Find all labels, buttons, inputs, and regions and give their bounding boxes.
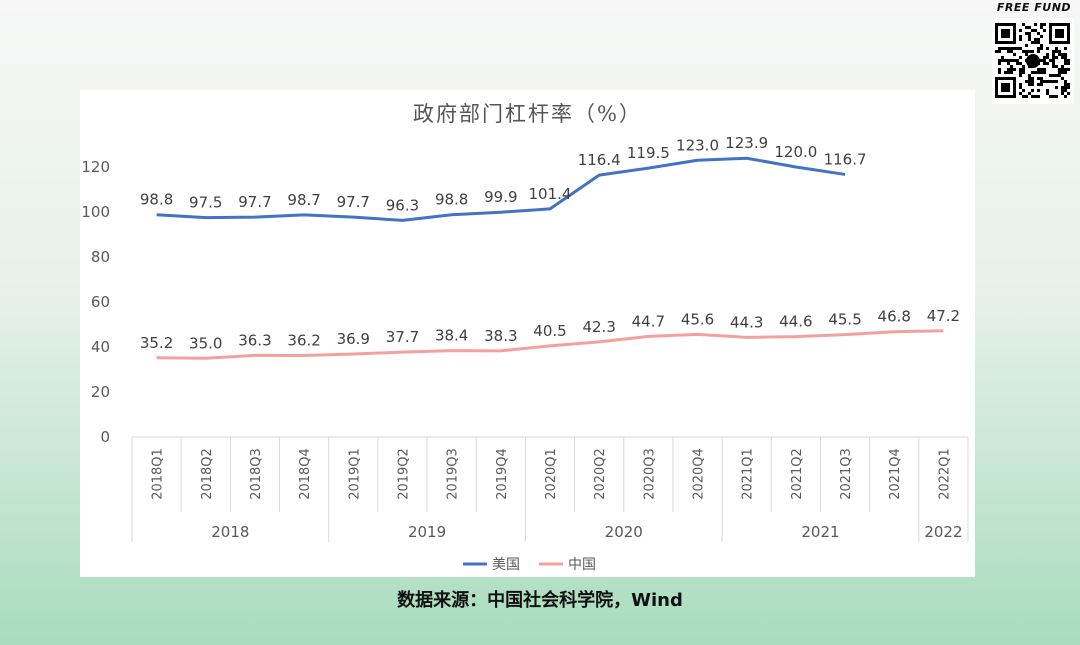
qr-code-icon[interactable]	[992, 18, 1074, 104]
x-category-label: 2019Q2	[396, 448, 411, 500]
data-label: 123.9	[725, 134, 768, 152]
y-tick-label: 120	[81, 158, 110, 176]
data-label: 40.5	[533, 322, 566, 340]
x-year-label: 2020	[605, 523, 643, 541]
data-label: 97.5	[189, 194, 222, 212]
data-label: 44.6	[779, 313, 812, 331]
x-category-label: 2020Q2	[593, 448, 608, 500]
x-year-label: 2022	[924, 523, 962, 541]
chart-title: 政府部门杠杆率（%）	[413, 102, 642, 126]
data-label: 46.8	[878, 308, 911, 326]
data-label: 36.9	[337, 330, 370, 348]
data-label: 120.0	[774, 143, 817, 161]
x-category-label: 2018Q2	[200, 448, 215, 500]
data-label: 123.0	[676, 136, 719, 154]
data-label: 119.5	[627, 144, 670, 162]
x-category-label: 2021Q4	[888, 448, 903, 500]
legend-label: 中国	[568, 557, 596, 573]
x-category-label: 2018Q4	[298, 448, 313, 500]
data-label: 98.8	[140, 191, 173, 209]
line-chart: 0 20 40 60 80 100 120 2018 2019 2020 2021 2022 2018Q…	[81, 134, 969, 573]
source-note: 数据来源：中国社会科学院，Wind	[397, 590, 683, 611]
x-category-label: 2021Q1	[741, 448, 756, 500]
data-label: 38.4	[435, 327, 468, 345]
y-tick-label: 0	[100, 428, 110, 446]
x-category-label: 2018Q3	[249, 448, 264, 500]
y-tick-label: 100	[81, 203, 110, 221]
series-line-us	[156, 156, 846, 222]
data-label: 45.6	[681, 310, 714, 328]
x-year-label: 2018	[211, 523, 249, 541]
brand-logo-text: FREE FUND	[996, 1, 1072, 14]
data-label: 101.4	[529, 185, 572, 203]
x-category-label: 2020Q1	[544, 448, 559, 500]
y-tick-label: 60	[91, 293, 110, 311]
x-category-label: 2021Q3	[839, 448, 854, 500]
series-line-china	[156, 329, 944, 360]
data-label: 42.3	[582, 318, 615, 336]
data-label: 44.3	[730, 313, 763, 331]
y-tick-label: 20	[91, 383, 110, 401]
x-category-label: 2021Q2	[790, 448, 805, 500]
data-label: 36.2	[287, 332, 320, 350]
data-label: 116.4	[578, 151, 621, 169]
x-category-label: 2020Q4	[692, 448, 707, 500]
data-label: 116.7	[824, 150, 867, 168]
data-label: 35.2	[140, 334, 173, 352]
x-category-label: 2022Q1	[937, 448, 952, 500]
data-label: 44.7	[632, 312, 665, 330]
data-label: 37.7	[386, 328, 419, 346]
x-category-label: 2019Q3	[446, 448, 461, 500]
data-label: 99.9	[484, 188, 517, 206]
data-label: 98.7	[287, 191, 320, 209]
x-category-label: 2019Q1	[347, 448, 362, 500]
data-label: 96.3	[386, 196, 419, 214]
legend-label: 美国	[492, 557, 520, 573]
chart-card: 0 20 40 60 80 100 120 2018 2019 2020 2021 2022 2018Q…	[80, 90, 975, 577]
x-year-label: 2021	[801, 523, 839, 541]
data-label: 35.0	[189, 334, 222, 352]
data-label: 45.5	[828, 311, 861, 329]
x-category-label: 2019Q4	[495, 448, 510, 500]
data-label: 97.7	[238, 193, 271, 211]
data-label: 47.2	[927, 307, 960, 325]
data-label: 38.3	[484, 327, 517, 345]
y-tick-label: 40	[91, 338, 110, 356]
x-year-label: 2019	[408, 523, 446, 541]
data-label: 36.3	[238, 331, 271, 349]
x-category-label: 2018Q1	[151, 448, 166, 500]
data-label: 98.8	[435, 191, 468, 209]
data-label: 97.7	[337, 193, 370, 211]
y-tick-label: 80	[91, 248, 110, 266]
x-category-label: 2020Q3	[642, 448, 657, 500]
